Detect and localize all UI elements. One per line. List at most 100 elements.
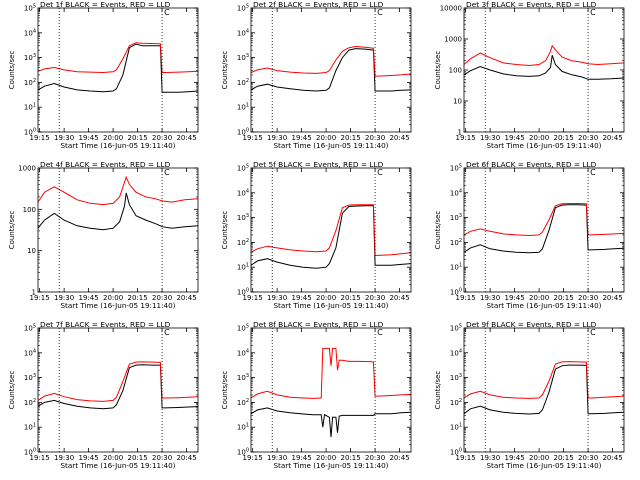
plot-frame: [37, 7, 199, 133]
y-tick-label: 103: [237, 53, 249, 62]
marker-label: C: [590, 8, 596, 17]
x-axis-label: Start Time (16-Jun-05 19:11:40): [486, 301, 601, 310]
x-tick-label: 20:45: [389, 454, 409, 462]
x-tick-label: 20:30: [365, 294, 385, 302]
marker-label: C: [590, 328, 596, 337]
x-tick-label: 19:30: [267, 134, 287, 142]
x-tick-label: 19:15: [243, 454, 263, 462]
y-tick-label: 104: [237, 348, 249, 357]
x-tick-label: 20:15: [340, 134, 360, 142]
y-tick-label: 105: [237, 4, 249, 13]
x-axis-label: Start Time (16-Jun-05 19:11:40): [60, 301, 175, 310]
x-tick-label: 20:30: [365, 134, 385, 142]
y-tick-label: 100: [450, 288, 462, 297]
x-tick-label: 20:30: [152, 134, 172, 142]
x-tick-label: 19:45: [292, 134, 312, 142]
y-tick-label: 101: [237, 103, 249, 112]
x-tick-label: 20:00: [316, 454, 336, 462]
x-tick-label: 19:15: [456, 294, 476, 302]
x-tick-label: 19:15: [456, 454, 476, 462]
series-lld-line: [251, 347, 411, 399]
x-tick-label: 20:15: [553, 134, 573, 142]
panel-title: Det 6f BLACK = Events, RED = LLD: [466, 160, 597, 169]
x-tick-label: 20:30: [578, 294, 598, 302]
y-tick-label: 1: [32, 289, 36, 297]
x-tick-label: 20:30: [578, 454, 598, 462]
x-tick-label: 20:00: [103, 134, 123, 142]
y-tick-label: 100: [237, 448, 249, 457]
x-tick-label: 19:45: [292, 454, 312, 462]
series-lld-line: [251, 204, 411, 256]
x-tick-label: 19:45: [505, 294, 525, 302]
series-events-line: [251, 205, 411, 269]
marker-label: C: [164, 8, 170, 17]
x-tick-label: 20:45: [602, 454, 622, 462]
x-tick-label: 20:00: [316, 294, 336, 302]
x-tick-label: 20:30: [365, 454, 385, 462]
marker-label: C: [164, 168, 170, 177]
y-tick-label: 101: [450, 423, 462, 432]
x-tick-label: 20:15: [127, 294, 147, 302]
x-tick-label: 19:15: [30, 134, 50, 142]
x-axis-label: Start Time (16-Jun-05 19:11:40): [60, 141, 175, 150]
plot-frame: [37, 167, 199, 293]
series-events-line: [38, 192, 198, 231]
x-tick-label: 20:45: [389, 294, 409, 302]
panel-title: Det 1f BLACK = Events, RED = LLD: [40, 0, 171, 9]
series-events-line: [38, 43, 198, 93]
panel-title: Det 9f BLACK = Events, RED = LLD: [466, 320, 597, 329]
x-axis-label: Start Time (16-Jun-05 19:11:40): [273, 461, 388, 470]
y-tick-label: 104: [237, 188, 249, 197]
x-tick-label: 19:30: [54, 134, 74, 142]
x-tick-label: 20:15: [553, 454, 573, 462]
series-lld-line: [251, 45, 411, 77]
series-events-line: [464, 364, 624, 415]
x-tick-label: 20:15: [340, 454, 360, 462]
y-tick-label: 105: [24, 324, 36, 333]
plot-frame: [463, 7, 625, 133]
series-events-line: [251, 407, 411, 438]
x-tick-label: 19:45: [292, 294, 312, 302]
y-tick-label: 102: [450, 398, 462, 407]
x-tick-label: 20:45: [602, 134, 622, 142]
y-tick-label: 100: [449, 67, 462, 75]
y-tick-label: 104: [24, 348, 36, 357]
y-tick-label: 104: [237, 28, 249, 37]
y-axis-label: Counts/sec: [221, 211, 229, 250]
y-tick-label: 102: [237, 398, 249, 407]
y-tick-label: 100: [24, 448, 36, 457]
x-tick-label: 20:00: [529, 294, 549, 302]
x-tick-label: 20:00: [529, 134, 549, 142]
series-lld-line: [464, 203, 624, 237]
marker-label: C: [377, 168, 383, 177]
y-tick-label: 101: [237, 263, 249, 272]
x-tick-label: 19:45: [505, 134, 525, 142]
x-axis-label: Start Time (16-Jun-05 19:11:40): [486, 461, 601, 470]
y-tick-label: 102: [237, 78, 249, 87]
x-tick-label: 19:15: [243, 134, 263, 142]
y-tick-label: 100: [23, 206, 36, 214]
panel-title: Det 7f BLACK = Events, RED = LLD: [40, 320, 171, 329]
y-tick-label: 103: [237, 373, 249, 382]
x-tick-label: 19:45: [79, 294, 99, 302]
series-lld-line: [464, 44, 624, 67]
y-tick-label: 105: [24, 4, 36, 13]
y-axis-label: Counts/sec: [8, 211, 16, 250]
y-tick-label: 10: [27, 247, 36, 255]
y-tick-label: 103: [450, 373, 462, 382]
x-tick-label: 20:30: [152, 294, 172, 302]
panel-title: Det 4f BLACK = Events, RED = LLD: [40, 160, 171, 169]
y-tick-label: 100: [237, 288, 249, 297]
plot-frame: [463, 327, 625, 453]
y-tick-label: 103: [237, 213, 249, 222]
y-tick-label: 105: [237, 324, 249, 333]
y-tick-label: 100: [24, 128, 36, 137]
y-tick-label: 10: [453, 98, 462, 106]
plot-frame: [463, 167, 625, 293]
y-axis-label: Counts/sec: [8, 371, 16, 410]
x-tick-label: 20:45: [176, 454, 196, 462]
series-events-line: [464, 204, 624, 254]
